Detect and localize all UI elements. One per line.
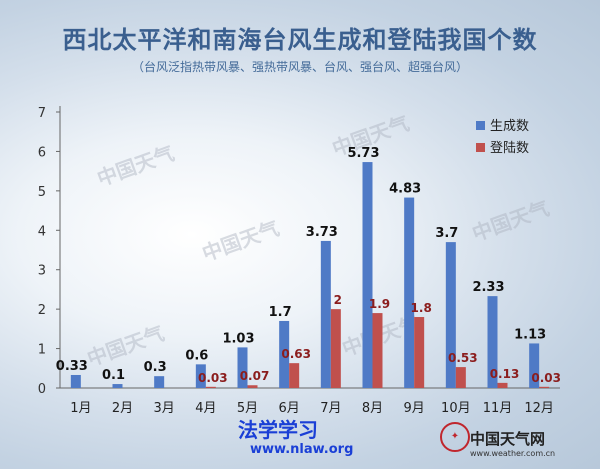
x-tick-label: 8月 [362,401,383,416]
bar-landed [455,367,466,388]
chart-subtitle: （台风泛指热带风暴、强热带风暴、台风、强台风、超强台风） [131,60,468,74]
footer-brand-url: www.nlaw.org [250,442,354,457]
bar-formed [154,376,165,388]
data-label-formed: 5.73 [347,146,379,161]
data-label-formed: 3.73 [306,225,338,240]
x-tick-label: 9月 [404,401,425,416]
footer-brand-text: 法学学习 [238,418,318,442]
bar-formed [237,347,248,388]
bar-formed [320,240,331,388]
data-label-formed: 3.7 [435,226,458,241]
bar-landed [205,386,216,388]
data-label-formed: 4.83 [389,182,421,197]
x-tick-label: 5月 [237,401,258,416]
bar-formed [362,162,373,388]
legend-swatch [476,121,485,130]
bar-formed [529,343,540,388]
weather-logo-icon: ✦ [440,422,470,452]
legend-swatch [476,143,485,152]
footer-logo-url: www.weather.com.cn [470,449,556,458]
data-label-landed: 0.13 [490,367,520,381]
bar-landed [330,309,341,388]
data-label-landed: 0.53 [448,351,478,365]
y-tick-label: 1 [38,343,46,358]
legend-label: 登陆数 [490,140,529,156]
bar-landed [247,385,258,388]
y-tick-label: 2 [38,303,46,318]
x-tick-label: 10月 [441,401,471,416]
data-label-formed: 1.13 [514,327,546,342]
bar-landed [497,382,508,388]
y-tick-label: 4 [38,224,46,239]
data-label-formed: 1.7 [269,305,292,320]
x-tick-label: 11月 [483,401,513,416]
data-label-formed: 1.03 [222,331,254,346]
data-label-formed: 0.3 [144,360,167,375]
bar-formed [195,364,206,388]
bar-landed [414,317,425,388]
data-label-landed: 1.8 [411,301,432,315]
bar-formed [487,296,498,388]
bar-formed [404,197,415,388]
bar-landed [539,386,550,388]
data-label-formed: 0.6 [185,348,208,363]
data-label-landed: 0.07 [240,369,270,383]
chart-title: 西北太平洋和南海台风生成和登陆我国个数 [62,26,538,54]
legend-label: 生成数 [490,119,529,134]
y-tick-label: 5 [38,185,46,200]
data-label-formed: 0.1 [102,368,125,383]
x-tick-label: 4月 [195,401,216,416]
bar-landed [289,363,300,388]
bar-formed [70,374,81,388]
x-tick-label: 1月 [70,401,91,416]
y-tick-label: 3 [38,264,46,279]
x-tick-label: 6月 [279,401,300,416]
y-tick-label: 7 [38,106,46,121]
data-label-landed: 1.9 [369,297,390,311]
data-label-formed: 0.33 [56,359,88,374]
x-tick-label: 12月 [524,401,554,416]
data-label-landed: 0.03 [198,371,228,385]
data-label-landed: 0.63 [281,347,311,361]
bar-formed [279,320,290,388]
data-label-landed: 2 [334,293,342,307]
footer-logo-name: 中国天气网 [470,430,546,448]
bar-formed [112,384,123,388]
bar-landed [372,313,383,388]
data-label-formed: 2.33 [472,280,504,295]
x-tick-label: 2月 [112,401,133,416]
y-tick-label: 6 [38,145,46,160]
bar-formed [445,242,456,388]
x-tick-label: 7月 [320,401,341,416]
data-label-landed: 0.03 [531,371,561,385]
x-tick-label: 3月 [154,401,175,416]
y-tick-label: 0 [38,382,46,397]
